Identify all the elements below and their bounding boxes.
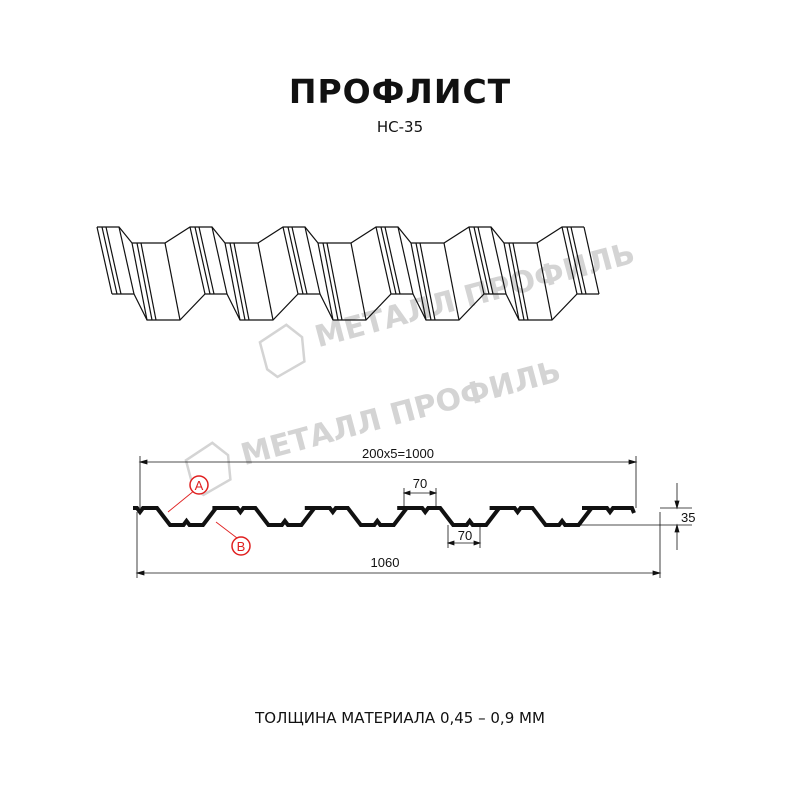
arrow [674,500,680,533]
dim-bottom-70-label: 70 [458,528,472,543]
sheet-fold-line [282,226,299,295]
sheet-rib-line [229,242,246,321]
sheet-fold-line [536,242,553,321]
sheet-fold-line [410,242,427,321]
sheet-fold-line [164,242,181,321]
sheet-rib-line [233,242,250,321]
arrow [138,459,638,465]
sheet-rib-line [384,226,401,295]
arrow [446,540,482,546]
sheet-fold-line [224,242,241,321]
sheet-rib-line [291,226,308,295]
watermark-logo-top: МЕТАЛЛ ПРОФИЛЬ [258,236,639,379]
dim-1000-label: 200x5=1000 [362,446,434,461]
sheet-fold-line [443,242,460,321]
sheet-rib-line [136,242,153,321]
sheet-rib-line [140,242,157,321]
arrow [135,570,662,576]
sheet-rib-line [287,226,304,295]
sheet-top-edge [97,226,584,244]
dim-top-70-label: 70 [413,476,427,491]
dim-35-label: 35 [681,510,695,525]
sheet-rib-line [473,226,490,295]
sheet-rib-line [512,242,529,321]
sheet-bottom-edge [112,293,599,321]
sheet-rib-line [194,226,211,295]
sheet-fold-line [131,242,148,321]
sheet-fold-line [561,226,578,295]
sheet-rib-line [566,226,583,295]
sheet-3d-view [96,226,600,321]
sheet-rib-line [570,226,587,295]
sheet-rib-line [508,242,525,321]
sheet-fold-line [189,226,206,295]
model-label: НС-35 [376,118,424,136]
sheet-rib-line [415,242,432,321]
marker-a-label: A [195,478,204,493]
marker-a: A [167,475,209,513]
sheet-fold-line [211,226,228,295]
dim-1060-label: 1060 [371,555,400,570]
sheet-fold-line [317,242,334,321]
sheet-rib-line [326,242,343,321]
sheet-rib-line [322,242,339,321]
sheet-fold-line [350,242,367,321]
sheet-rib-line [380,226,397,295]
watermark-logo-bottom: МЕТАЛЛ ПРОФИЛЬ [184,354,565,497]
page-title: ПРОФЛИСТ [288,72,512,111]
sheet-fold-line [375,226,392,295]
marker-b: B [215,521,251,556]
sheet-fold-line [583,226,600,295]
sheet-fold-line [490,226,507,295]
sheet-fold-line [257,242,274,321]
sheet-fold-line [118,226,135,295]
sheet-fold-line [96,226,113,295]
sheet-fold-line [397,226,414,295]
sheet-rib-line [101,226,118,295]
sheet-rib-line [198,226,215,295]
arrow [402,490,438,496]
sheet-rib-line [419,242,436,321]
marker-b-label: B [237,539,246,554]
sheet-rib-line [105,226,122,295]
sheet-fold-line [468,226,485,295]
sheet-rib-line [477,226,494,295]
sheet-fold-line [503,242,520,321]
cross-section-profile [133,506,636,527]
material-thickness-note: ТОЛЩИНА МАТЕРИАЛА 0,45 – 0,9 ММ [255,709,545,727]
sheet-fold-line [304,226,321,295]
